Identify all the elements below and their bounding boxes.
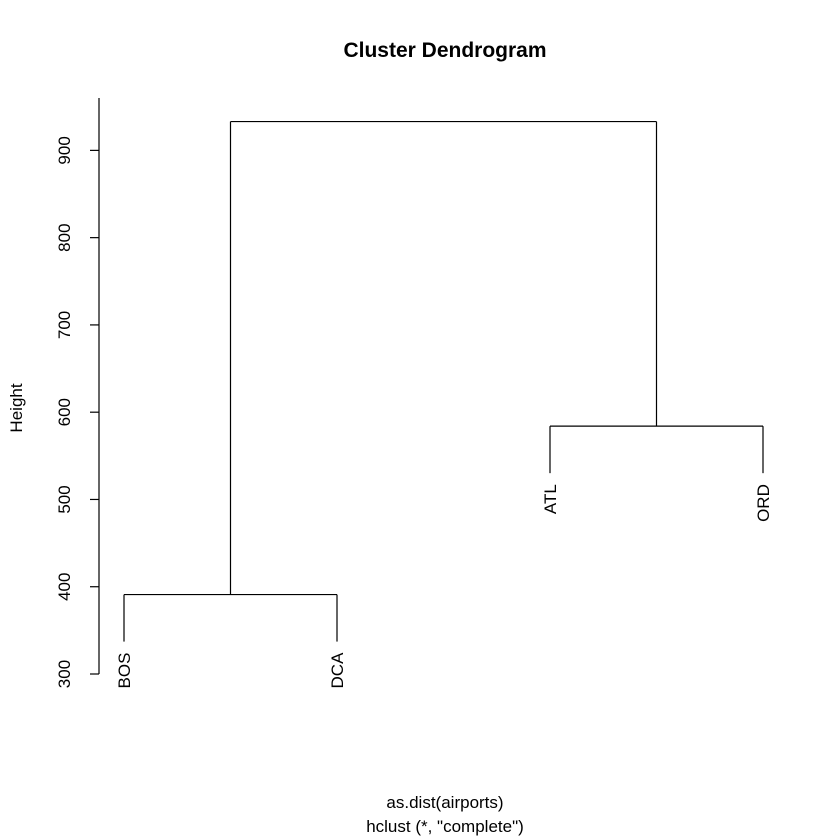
leaf-label-bos: BOS: [115, 653, 134, 689]
leaf-label-atl: ATL: [541, 484, 560, 514]
y-tick-label-800: 800: [55, 223, 74, 251]
y-tick-label-300: 300: [55, 660, 74, 688]
y-axis-label: Height: [7, 383, 26, 432]
sub-title: hclust (*, "complete"): [366, 817, 524, 836]
x-axis-label: as.dist(airports): [386, 793, 503, 812]
leaf-label-dca: DCA: [328, 652, 347, 689]
y-axis-ticks: 300 400 500 600 700 800 900: [55, 136, 99, 688]
merge-3: [229, 120, 658, 595]
chart-title: Cluster Dendrogram: [343, 39, 546, 62]
dendrogram-tree: [123, 120, 764, 642]
leaf-label-ord: ORD: [754, 484, 773, 522]
y-tick-label-600: 600: [55, 398, 74, 426]
y-tick-label-700: 700: [55, 311, 74, 339]
y-tick-label-900: 900: [55, 136, 74, 164]
y-tick-label-500: 500: [55, 485, 74, 513]
leaf-labels: BOS DCA ATL ORD: [115, 484, 773, 688]
y-tick-label-400: 400: [55, 573, 74, 601]
